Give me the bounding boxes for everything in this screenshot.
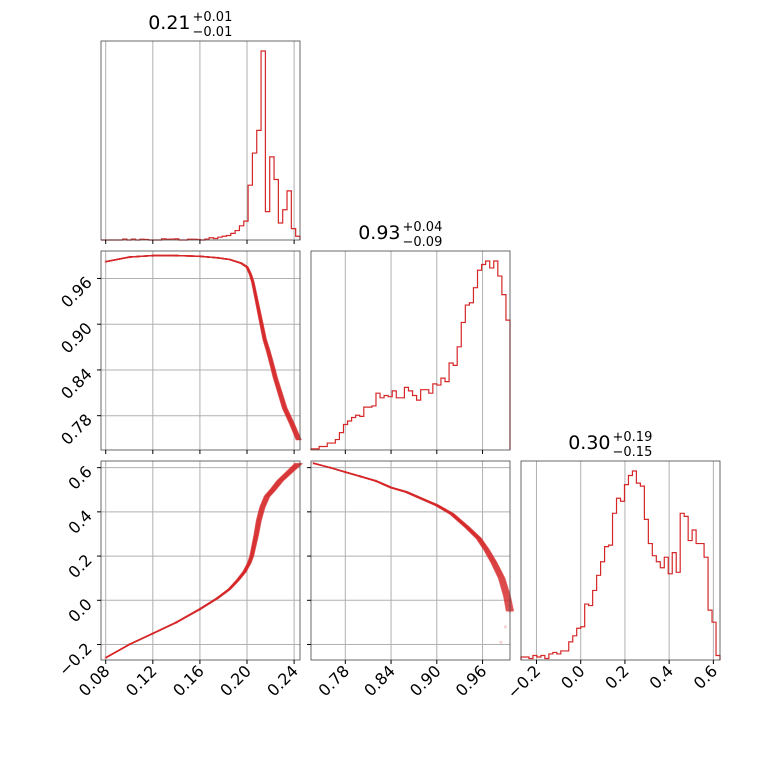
y-tick-label: 0.96	[57, 273, 96, 312]
x-tick-label: 0.2	[601, 661, 632, 692]
chain-trace	[313, 462, 512, 612]
panel-title-plus: +0.19	[613, 430, 653, 445]
panel-title-minus: −0.09	[403, 235, 443, 250]
panel-hist-2: −0.2 0.0 0.2 0.4 0.6 0.30 +0.19−0.15	[503, 430, 721, 702]
chain-trace	[313, 462, 515, 612]
y-tick-label: 0.90	[57, 319, 96, 358]
y-tick-label: 0.4	[64, 506, 95, 537]
x-tick-label: 0.0	[557, 661, 588, 692]
chain-trace	[105, 462, 301, 659]
chain-trace	[105, 462, 303, 659]
histogram-step	[520, 470, 721, 660]
x-tick-label: 0.16	[169, 661, 208, 700]
panel-2d-0-1: 0.78 0.84 0.90 0.96	[57, 250, 302, 454]
chain-trace	[105, 254, 300, 441]
axes-frame	[100, 250, 301, 451]
y-tick-label: 0.0	[64, 595, 95, 626]
panel-hist-1: 0.93 +0.04−0.09	[310, 220, 511, 454]
panel-title-minus: −0.15	[613, 445, 653, 460]
x-tick-label: 0.78	[315, 661, 354, 700]
panel-title-plus: +0.01	[193, 10, 233, 25]
y-tick-label: 0.2	[64, 550, 95, 581]
axes-frame	[100, 460, 301, 661]
chain-trace	[105, 254, 301, 441]
x-tick-label: 0.24	[263, 661, 302, 700]
chain-trace	[105, 462, 298, 659]
panel-title-value: 0.21	[148, 12, 190, 34]
panel-2d-0-2: 0.08 0.12 0.16 0.20 0.24−0.20.00.20.40.6	[55, 460, 303, 700]
chain-trace	[105, 462, 296, 659]
x-tick-label: 0.4	[646, 661, 677, 692]
panel-2d-1-2: 0.78 0.84 0.90 0.96	[307, 460, 515, 700]
chain-trace	[105, 254, 301, 441]
histogram-step	[101, 50, 301, 241]
chain-trace	[105, 462, 299, 659]
chain-trace	[105, 254, 302, 441]
x-tick-label: −0.2	[503, 661, 544, 702]
y-tick-label: 0.84	[57, 364, 96, 403]
x-tick-label: 0.84	[360, 661, 399, 700]
axes-frame	[310, 460, 511, 661]
axes-frame	[100, 40, 301, 241]
scatter-point	[503, 625, 508, 629]
panel-title-plus: +0.04	[403, 220, 443, 235]
panel-title-value: 0.30	[568, 432, 610, 454]
y-tick-label: 0.78	[57, 410, 96, 449]
panel-hist-0: 0.21 +0.01−0.01	[100, 10, 301, 244]
chain-trace	[105, 462, 300, 659]
y-tick-label: 0.6	[64, 462, 95, 493]
chain-trace	[105, 462, 302, 659]
x-tick-label: 0.90	[406, 661, 445, 700]
axes-frame	[520, 460, 721, 661]
x-tick-label: 0.12	[122, 661, 161, 700]
panel-title-value: 0.93	[358, 222, 400, 244]
x-tick-label: 0.6	[690, 661, 721, 692]
histogram-step	[310, 260, 511, 450]
panel-title-minus: −0.01	[193, 25, 233, 40]
x-tick-label: 0.96	[452, 661, 491, 700]
axes-frame	[310, 250, 511, 451]
x-tick-label: 0.20	[216, 661, 255, 700]
scatter-point	[499, 640, 503, 644]
